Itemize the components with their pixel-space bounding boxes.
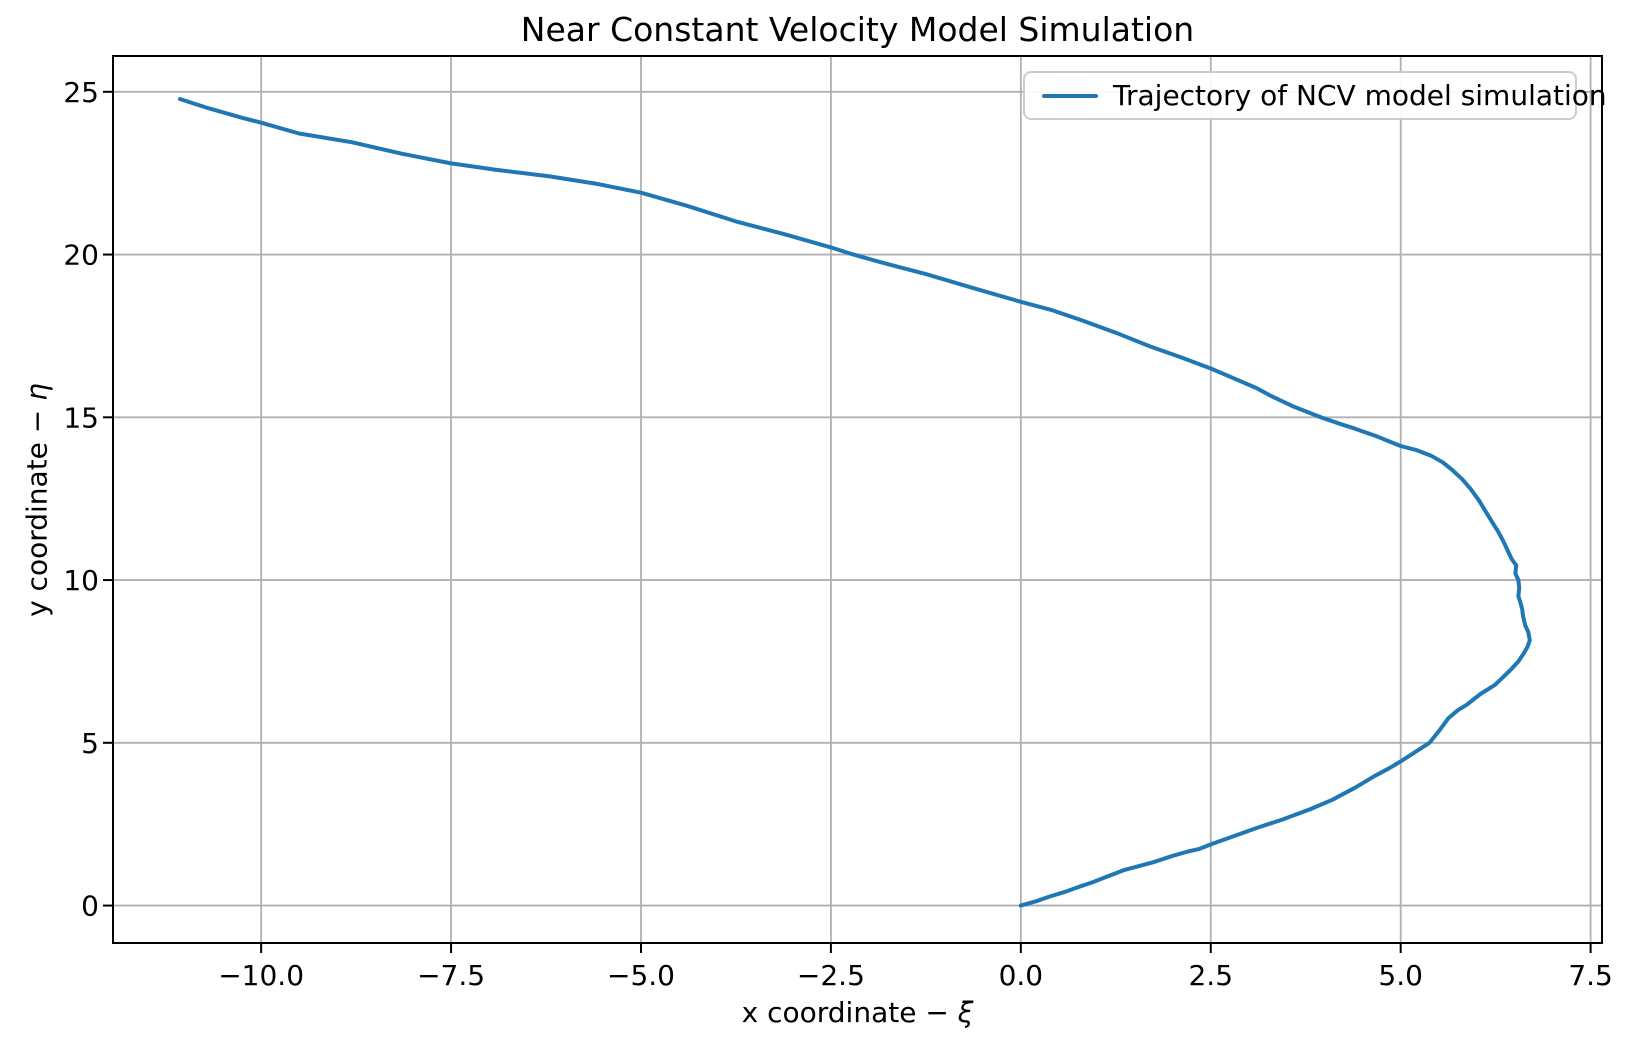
legend-label: Trajectory of NCV model simulation xyxy=(1113,78,1607,112)
y-axis-label-text: y coordinate − xyxy=(20,400,54,617)
y-tick-label: 0 xyxy=(81,890,99,923)
legend: Trajectory of NCV model simulation xyxy=(1023,71,1607,120)
y-axis-label: y coordinate − η xyxy=(21,383,54,617)
x-tick-label: −2.5 xyxy=(797,959,865,992)
y-tick-label: 15 xyxy=(63,401,99,434)
x-tick-label: 2.5 xyxy=(1188,959,1233,992)
x-tick-label: 0.0 xyxy=(999,959,1044,992)
y-axis-label-symbol: η xyxy=(20,383,54,401)
x-tick-label: −10.0 xyxy=(218,959,304,992)
x-tick-label: 7.5 xyxy=(1568,959,1613,992)
x-tick-label: 5.0 xyxy=(1378,959,1423,992)
trajectory-line xyxy=(177,97,1532,908)
axes-spines xyxy=(112,55,1603,944)
y-tick-label: 25 xyxy=(63,76,99,109)
x-axis-label-symbol: ξ xyxy=(957,996,974,1029)
x-tick-label: −5.0 xyxy=(607,959,675,992)
y-tick-label: 5 xyxy=(81,727,99,760)
chart-title: Near Constant Velocity Model Simulation xyxy=(520,10,1195,49)
y-tick-label: 10 xyxy=(63,564,99,597)
y-tick-label: 20 xyxy=(63,239,99,272)
legend-line-sample xyxy=(1042,93,1098,98)
x-tick-label: −7.5 xyxy=(417,959,485,992)
x-axis-label: x coordinate − ξ xyxy=(113,996,1602,1029)
x-axis-label-text: x coordinate − xyxy=(741,996,958,1029)
